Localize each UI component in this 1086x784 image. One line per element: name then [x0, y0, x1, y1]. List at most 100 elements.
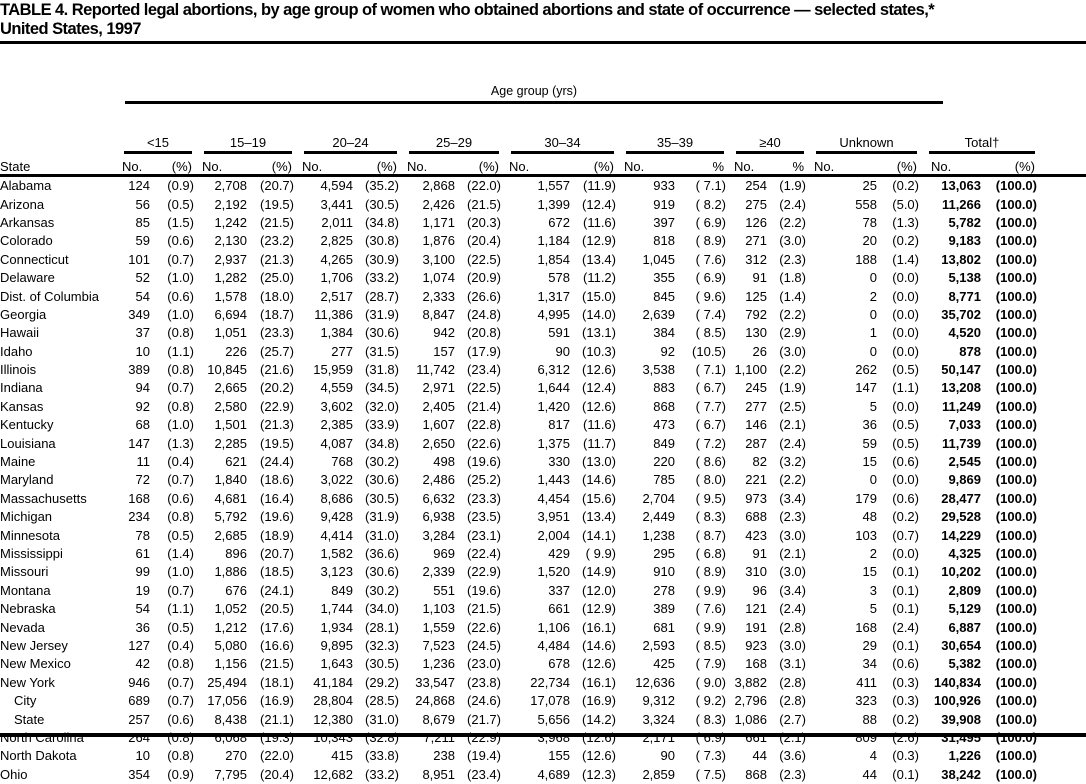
count-cell: 5,792 — [214, 509, 247, 525]
count-cell: 12,380 — [313, 711, 353, 727]
percent-cell: (31.0) — [365, 711, 399, 727]
table-row: Kentucky 68 (1.0) 1,501 (21.3) 2,385 (33.9) 1,6… — [0, 416, 1086, 434]
percent-cell: (2.2) — [779, 214, 806, 230]
count-cell: 498 — [433, 454, 455, 470]
count-cell: 2,449 — [642, 509, 675, 525]
percent-cell: (2.6) — [892, 729, 919, 745]
percent-cell: (10.3) — [582, 343, 616, 359]
percent-cell: (16.1) — [582, 674, 616, 690]
percent-cell: (22.9) — [467, 564, 501, 580]
percent-cell: (0.8) — [167, 362, 194, 378]
percent-cell: ( 7.3) — [695, 748, 726, 764]
state-name: Montana — [0, 582, 51, 598]
percent-cell: (14.9) — [582, 564, 616, 580]
total-percent: (100.0) — [995, 766, 1037, 782]
table-row: Massachusetts 168 (0.6) 4,681 (16.4) 8,686 (30… — [0, 490, 1086, 508]
count-cell: 1,520 — [537, 564, 570, 580]
percent-cell: (1.3) — [892, 214, 919, 230]
percent-cell: (23.4) — [467, 766, 501, 782]
count-cell: 1,051 — [214, 325, 247, 341]
count-cell: 3,022 — [320, 472, 353, 488]
percent-cell: (0.6) — [892, 490, 919, 506]
count-cell: 2,339 — [422, 564, 455, 580]
table-row: Maine 11 (0.4) 621 (24.4) 768 (30.2) 498 (19.6) 3… — [0, 453, 1086, 471]
count-cell: 2,405 — [422, 398, 455, 414]
count-cell: 96 — [752, 582, 767, 598]
count-cell: 9,428 — [320, 509, 353, 525]
count-cell: 2,130 — [214, 233, 247, 249]
percent-cell: (2.4) — [779, 601, 806, 617]
percent-cell: (22.0) — [260, 748, 294, 764]
group-label: Total† — [929, 135, 1035, 154]
percent-cell: (25.2) — [467, 472, 501, 488]
count-cell: 1,706 — [320, 270, 353, 286]
table-row: Colorado 59 (0.6) 2,130 (23.2) 2,825 (30.8) 1,8… — [0, 232, 1086, 250]
count-cell: 92 — [660, 343, 675, 359]
count-cell: 678 — [548, 656, 570, 672]
percent-cell: (32.0) — [365, 398, 399, 414]
total-percent: (100.0) — [995, 325, 1037, 341]
count-cell: 1,443 — [537, 472, 570, 488]
count-cell: 3,538 — [642, 362, 675, 378]
count-cell: 1,103 — [422, 601, 455, 617]
count-cell: 578 — [548, 270, 570, 286]
count-cell: 4,594 — [320, 178, 353, 194]
percent-cell: (34.5) — [365, 380, 399, 396]
count-cell: 423 — [745, 527, 767, 543]
percent-cell: (22.5) — [467, 251, 501, 267]
percent-cell: (0.7) — [167, 380, 194, 396]
count-cell: 278 — [653, 582, 675, 598]
total-percent: (100.0) — [995, 674, 1037, 690]
total-count: 10,202 — [941, 564, 981, 580]
percent-cell: (32.8) — [365, 729, 399, 745]
count-cell: 2,971 — [422, 380, 455, 396]
group-label: 20–24 — [304, 135, 397, 154]
percent-cell: (32.3) — [365, 637, 399, 653]
count-cell: 397 — [653, 214, 675, 230]
total-count: 13,208 — [941, 380, 981, 396]
count-cell: 0 — [869, 343, 877, 359]
percent-cell: (0.5) — [167, 527, 194, 543]
count-cell: 11,386 — [314, 306, 353, 322]
percent-cell: (30.6) — [365, 564, 399, 580]
count-cell: 9,312 — [642, 693, 675, 709]
total-count: 29,528 — [941, 509, 981, 525]
total-percent: (100.0) — [995, 270, 1037, 286]
percent-cell: (24.1) — [260, 582, 294, 598]
group-header: 20–24 — [298, 132, 403, 154]
percent-cell: (14.2) — [582, 711, 616, 727]
percent-cell: (3.0) — [779, 343, 806, 359]
percent-column-header: (%) — [150, 154, 198, 177]
total-percent: (100.0) — [995, 729, 1037, 745]
percent-cell: (2.4) — [779, 196, 806, 212]
total-percent: (100.0) — [995, 601, 1037, 617]
state-name: Michigan — [0, 509, 53, 525]
percent-cell: (2.1) — [779, 546, 806, 561]
count-cell: 59 — [862, 435, 877, 451]
count-column-header: No. — [730, 154, 767, 177]
count-cell: 4,265 — [320, 251, 353, 267]
total-count: 2,545 — [948, 454, 981, 470]
total-percent: (100.0) — [995, 398, 1037, 414]
count-cell: 337 — [548, 582, 570, 598]
count-cell: 277 — [745, 398, 767, 414]
count-cell: 1,074 — [422, 270, 455, 286]
total-count: 11,249 — [941, 398, 981, 414]
percent-cell: (3.0) — [779, 637, 806, 653]
count-column-header: No. — [298, 154, 353, 177]
count-cell: 1,171 — [422, 214, 455, 230]
total-count: 39,908 — [941, 711, 981, 727]
total-percent: (100.0) — [995, 490, 1037, 506]
percent-cell: (2.8) — [779, 619, 806, 635]
table-row: Hawaii 37 (0.8) 1,051 (23.3) 1,384 (30.6) 942 (2… — [0, 324, 1086, 342]
count-cell: 88 — [862, 711, 877, 727]
count-cell: 275 — [745, 196, 767, 212]
count-cell: 942 — [433, 325, 455, 341]
percent-cell: (14.1) — [582, 527, 616, 543]
count-cell: 672 — [548, 214, 570, 230]
count-cell: 2,639 — [642, 306, 675, 322]
count-cell: 2,704 — [642, 490, 675, 506]
table-row: Nebraska 54 (1.1) 1,052 (20.5) 1,744 (34.0) 1,1… — [0, 600, 1086, 618]
count-cell: 1,643 — [320, 656, 353, 672]
count-cell: 1,876 — [422, 233, 455, 249]
